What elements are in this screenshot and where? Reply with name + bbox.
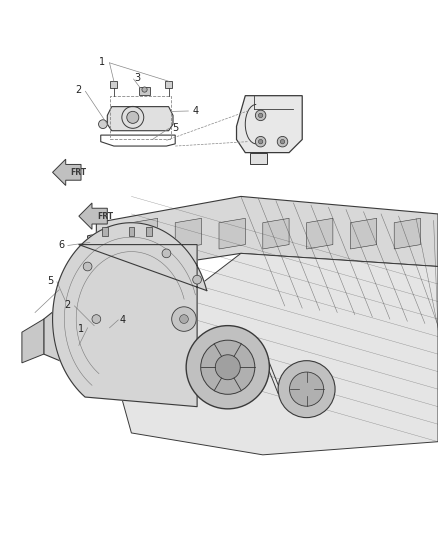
Polygon shape [53,223,207,407]
Bar [139,87,150,95]
Polygon shape [53,159,81,185]
Polygon shape [263,219,289,249]
Circle shape [290,372,324,406]
Polygon shape [131,219,158,249]
Text: 1: 1 [99,56,105,67]
Text: FRT: FRT [97,212,113,221]
Circle shape [277,136,288,147]
Polygon shape [107,107,173,131]
Polygon shape [88,227,153,266]
Circle shape [280,140,285,144]
Circle shape [255,136,266,147]
Circle shape [127,111,139,123]
Circle shape [186,326,269,409]
Text: 1: 1 [78,324,85,334]
Circle shape [142,87,147,92]
Circle shape [162,249,171,258]
Polygon shape [175,219,201,249]
Circle shape [201,340,255,394]
Text: 5: 5 [172,123,178,133]
Circle shape [92,332,101,341]
Polygon shape [44,302,153,376]
Circle shape [278,361,335,418]
Circle shape [180,314,188,324]
Polygon shape [22,319,44,363]
Polygon shape [394,219,420,249]
Bar [146,227,152,236]
Circle shape [83,262,92,271]
Text: 4: 4 [119,316,125,325]
Circle shape [99,120,107,128]
Text: 5: 5 [47,276,53,286]
Circle shape [85,326,107,348]
Bar [129,227,134,236]
Circle shape [258,140,263,144]
Text: FRT: FRT [70,168,86,177]
Polygon shape [237,96,302,152]
Text: 4: 4 [193,106,199,116]
Bar [102,227,108,236]
Circle shape [258,113,263,118]
Bar [165,81,172,88]
Polygon shape [350,219,377,249]
Text: 3: 3 [134,73,140,83]
Circle shape [255,110,266,120]
Polygon shape [219,219,245,249]
Circle shape [92,314,101,324]
Polygon shape [79,203,107,229]
Text: 6: 6 [59,240,65,251]
Polygon shape [307,219,333,249]
Text: 2: 2 [75,85,81,95]
Bar [110,81,117,88]
Polygon shape [110,253,438,455]
Circle shape [215,355,240,379]
Circle shape [193,275,201,284]
Circle shape [172,307,196,332]
Polygon shape [250,152,267,164]
Polygon shape [96,197,438,275]
Text: 2: 2 [65,300,71,310]
